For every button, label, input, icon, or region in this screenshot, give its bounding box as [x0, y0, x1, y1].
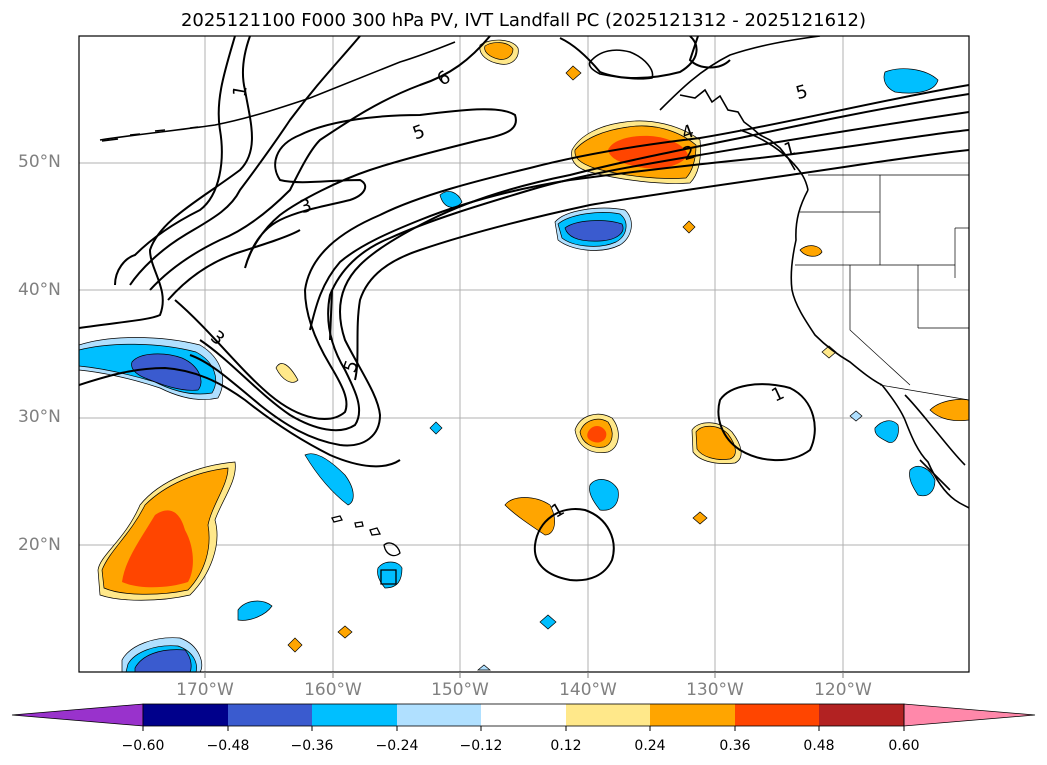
political-borders [795, 174, 969, 401]
colorbar-extend-low [11, 703, 144, 727]
colorbar-segment-1 [143, 704, 228, 726]
ivt-positive-small-1-core [484, 42, 514, 60]
ivt-positive-small-2 [565, 65, 582, 81]
pv-contours [79, 36, 969, 582]
ivt-positive-small-6 [929, 398, 969, 422]
ivt-negative-small-10 [477, 664, 491, 671]
colorbar-segment-6 [566, 704, 650, 726]
lat-label-50n: 50°N [18, 152, 61, 172]
ivt-positive-small-7 [799, 245, 823, 257]
pv-label-1a: 1 [229, 84, 252, 99]
colorbar-label-6: 0.12 [550, 738, 582, 754]
gridlines [79, 36, 969, 672]
colorbar-label-4: −0.24 [375, 738, 419, 754]
pv-label-2: 2 [681, 142, 697, 165]
ivt-negative-small-1 [237, 600, 273, 621]
ivt-negative-small-3 [589, 479, 619, 511]
lon-label-130w: 130°W [686, 680, 744, 700]
colorbar-label-8: 0.36 [719, 738, 751, 754]
map-title: 2025121100 F000 300 hPa PV, IVT Landfall… [180, 10, 867, 31]
lon-label-120w: 120°W [814, 680, 872, 700]
colorbar-segment-4 [397, 704, 481, 726]
lat-label-20n: 20°N [18, 535, 61, 555]
colorbar-segment-2 [228, 704, 312, 726]
ivt-positive-small-10 [692, 511, 708, 525]
colorbar [11, 703, 1036, 731]
ivt-negative-small-8 [429, 421, 443, 435]
ivt-negative-max-west [131, 353, 202, 391]
colorbar-label-10: 0.60 [888, 738, 920, 754]
ivt-negative-small-7 [539, 614, 557, 630]
hawaiian-islands [331, 515, 401, 585]
lat-label-40n: 40°N [18, 280, 61, 300]
lon-label-150w: 150°W [431, 680, 489, 700]
lon-ticks [204, 672, 844, 678]
pv-label-5a: 5 [410, 121, 428, 145]
colorbar-label-5: −0.12 [459, 738, 503, 754]
ivt-positive-max-sw [122, 510, 193, 588]
ivt-negative-small-6 [909, 466, 936, 497]
colorbar-label-3: −0.36 [290, 738, 334, 754]
pv-label-3a: 3 [298, 195, 314, 218]
colorbar-segment-3 [312, 704, 397, 726]
ivt-negative-small-4 [439, 191, 463, 208]
ivt-negative-small-9 [849, 410, 863, 422]
ivt-positive-small-11 [287, 637, 303, 653]
lon-label-160w: 160°W [304, 680, 362, 700]
ivt-positive-small-5 [504, 497, 555, 536]
pv-contour-low-2 [533, 508, 615, 582]
colorbar-extend-high [903, 703, 1036, 727]
ivt-positive-small-8 [275, 363, 299, 383]
ivt-negative-max-south [134, 649, 192, 672]
lon-label-170w: 170°W [176, 680, 234, 700]
colorbar-segment-8 [735, 704, 819, 726]
coastlines [99, 36, 969, 509]
colorbar-segment-5 [481, 704, 566, 726]
pv-label-5b: 5 [340, 357, 364, 375]
ivt-negative-blob-ne [883, 68, 939, 94]
colorbar-segment-9 [819, 704, 904, 726]
ivt-negative-blob-hawaii-n [304, 453, 354, 506]
ivt-shading [79, 39, 969, 672]
lon-label-140w: 140°W [559, 680, 617, 700]
ivt-negative-max-center [564, 220, 624, 242]
ivt-positive-small-3-max [587, 426, 607, 443]
pv-label-5c: 5 [794, 81, 810, 104]
colorbar-label-1: −0.60 [121, 738, 165, 754]
lat-label-30n: 30°N [18, 407, 61, 427]
colorbar-segment-7 [650, 704, 735, 726]
ivt-positive-small-12 [337, 625, 353, 639]
colorbar-label-7: 0.24 [634, 738, 666, 754]
pv-contour-low-1 [717, 383, 816, 462]
colorbar-label-2: −0.48 [206, 738, 250, 754]
ivt-positive-small-9 [682, 220, 696, 234]
map-frame [78, 35, 970, 673]
map-plot-area: 1 6 5 3 3 5 4 2 1 5 1 1 [79, 36, 969, 672]
ivt-negative-small-5 [874, 420, 899, 443]
pv-label-1b: 1 [782, 138, 798, 161]
colorbar-label-9: 0.48 [803, 738, 835, 754]
